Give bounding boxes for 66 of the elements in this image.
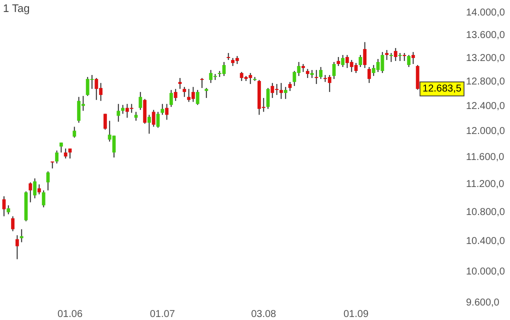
candlestick (196, 89, 200, 106)
candlestick (394, 48, 398, 62)
candlestick (280, 82, 283, 100)
candlestick (306, 68, 310, 78)
x-tick-label: 03.08 (251, 309, 277, 320)
candlestick (11, 216, 14, 232)
candlestick (20, 228, 24, 243)
chart-subtitle: 1 Tag (3, 3, 30, 15)
candlestick (170, 89, 173, 108)
x-tick-label: 01.06 (57, 309, 83, 320)
candlestick (292, 70, 296, 86)
candlestick (94, 77, 98, 100)
y-tick-label: 11.600,0 (466, 152, 505, 164)
y-tick-label: 14.000,0 (466, 8, 506, 19)
candlestick (380, 52, 384, 74)
candlestick (104, 113, 107, 130)
candlestick (55, 150, 58, 164)
candlestick (240, 71, 244, 82)
candlestick (148, 114, 151, 134)
candlestick (64, 148, 68, 159)
candlestick (33, 178, 36, 199)
y-tick-label: 13.200,0 (466, 52, 506, 64)
candlestick (143, 98, 146, 124)
y-tick-label: 9.600,0 (466, 298, 500, 309)
candlestick (60, 142, 63, 154)
candlestick (328, 74, 332, 92)
y-tick-label: 10.000,0 (466, 266, 506, 278)
candlestick (248, 72, 252, 84)
x-tick-label: 01.07 (150, 309, 176, 320)
candlestick (174, 88, 178, 102)
candlestick (160, 103, 164, 116)
x-tick-label: 01.09 (343, 309, 369, 320)
candlestick (407, 54, 410, 68)
y-tick-label: 12.000,0 (466, 126, 506, 138)
candlestick (284, 86, 288, 100)
y-tick-label: 10.800,0 (466, 207, 506, 218)
candlestick (341, 54, 344, 68)
candlestick (204, 87, 208, 98)
candlestick (368, 66, 371, 84)
candlestick (182, 86, 186, 98)
y-tick-label: 11.200,0 (466, 179, 505, 190)
candlestick (16, 234, 19, 260)
candlestick (385, 50, 388, 60)
candlestick (42, 190, 46, 208)
candlestick (314, 69, 318, 84)
candlestick (116, 103, 120, 122)
candlestick (138, 91, 142, 110)
candlestick (319, 66, 322, 80)
candlestick (38, 184, 41, 195)
annotation: 12.683,5 (422, 84, 462, 95)
candlestick (372, 64, 376, 76)
candlestick (336, 56, 340, 67)
candlestick (28, 182, 32, 203)
candlestick (152, 109, 156, 128)
candlestick (412, 52, 415, 65)
candlestick (350, 59, 354, 72)
candlestick (358, 54, 362, 68)
y-tick-label: 12.800,0 (466, 76, 506, 88)
y-tick-label: 12.400,0 (466, 100, 506, 112)
candlestick (72, 126, 76, 138)
candlestick (363, 42, 366, 69)
y-tick-label: 10.400,0 (466, 236, 506, 248)
y-tick-label: 13.600,0 (466, 30, 506, 41)
candlestick (165, 103, 168, 120)
candlestick (270, 82, 274, 98)
candlestick (86, 76, 90, 96)
